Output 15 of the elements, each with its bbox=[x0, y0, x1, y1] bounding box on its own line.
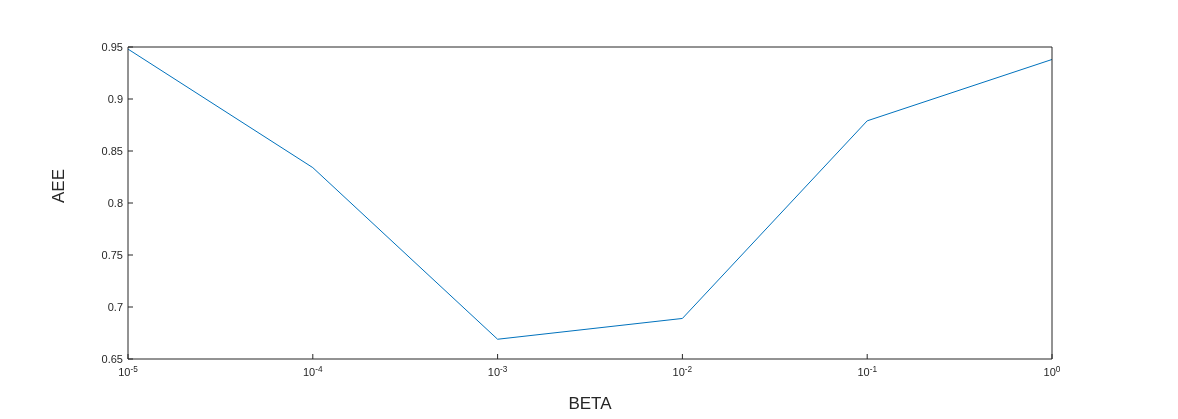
x-tick-label: 10$^{0}$ bbox=[1043, 364, 1061, 378]
y-tick-label: 0.65 bbox=[101, 352, 123, 365]
x-tick-label: 10$^{-2}$ bbox=[672, 364, 693, 378]
y-axis-title: AEE bbox=[49, 168, 69, 203]
x-tick-label: 10$^{-3}$ bbox=[487, 364, 508, 378]
y-tick-label: 0.9 bbox=[107, 92, 123, 105]
x-tick-label: 10$^{-4}$ bbox=[303, 364, 323, 378]
x-tick-label: 10$^{-5}$ bbox=[118, 364, 139, 378]
y-tick-label: 0.95 bbox=[101, 40, 123, 53]
x-axis-title: BETA bbox=[568, 394, 613, 413]
y-tick-label: 0.7 bbox=[107, 300, 123, 313]
y-tick-label: 0.75 bbox=[101, 248, 123, 261]
x-tick-label: 10$^{-1}$ bbox=[857, 364, 878, 378]
y-tick-label: 0.85 bbox=[101, 144, 123, 157]
y-tick-label: 0.8 bbox=[107, 196, 123, 209]
